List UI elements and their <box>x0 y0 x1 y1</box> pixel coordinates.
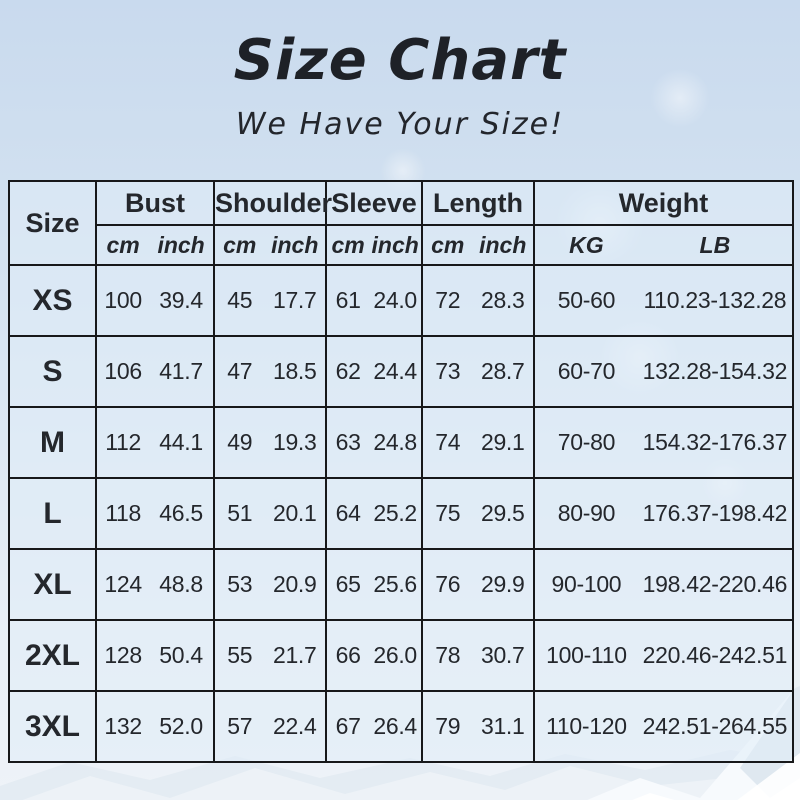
page-header: Size Chart We Have Your Size! <box>0 28 800 142</box>
column-header-size: Size <box>8 180 97 266</box>
length-cell: 74 29.1 <box>421 406 535 479</box>
sleeve-cell: 62 24.4 <box>325 335 423 408</box>
bust-cell: 128 50.4 <box>95 619 215 692</box>
unit-label-lb: LB <box>699 231 731 258</box>
table-row: S 106 41.7 47 18.5 62 24.4 73 28.7 60-70 132.… <box>8 335 794 408</box>
page-title: Size Chart <box>233 28 567 93</box>
weight-cell: 50-60 110.23-132.28 <box>533 264 794 337</box>
length-cell: 79 31.1 <box>421 690 535 763</box>
size-label: 2XL <box>8 619 97 692</box>
shoulder-cell: 51 20.1 <box>213 477 327 550</box>
weight-cell: 100-110 220.46-242.51 <box>533 619 794 692</box>
bust-cell: 112 44.1 <box>95 406 215 479</box>
unit-label-cm: cm <box>431 231 465 258</box>
unit-label-inch: inch <box>271 231 319 258</box>
weight-cell: 80-90 176.37-198.42 <box>533 477 794 550</box>
weight-cell: 60-70 132.28-154.32 <box>533 335 794 408</box>
size-label: 3XL <box>8 690 97 763</box>
column-header-length: Length <box>421 180 535 226</box>
bust-cell: 106 41.7 <box>95 335 215 408</box>
bust-cell: 118 46.5 <box>95 477 215 550</box>
unit-label-inch: inch <box>479 231 527 258</box>
unit-label-cm: cm <box>331 231 365 258</box>
weight-cell: 110-120 242.51-264.55 <box>533 690 794 763</box>
unit-label-inch: inch <box>371 231 419 258</box>
length-cell: 75 29.5 <box>421 477 535 550</box>
page-subtitle: We Have Your Size! <box>235 107 565 142</box>
unit-label-inch: inch <box>157 231 205 258</box>
length-cell: 76 29.9 <box>421 548 535 621</box>
shoulder-cell: 49 19.3 <box>213 406 327 479</box>
length-cell: 73 28.7 <box>421 335 535 408</box>
sleeve-cell: 64 25.2 <box>325 477 423 550</box>
size-chart-table: Size Bust Shoulder Sleeve Length Weight … <box>8 180 794 763</box>
table-row: XS 100 39.4 45 17.7 61 24.0 72 28.3 50-60 110… <box>8 264 794 337</box>
unit-label-cm: cm <box>106 231 140 258</box>
shoulder-cell: 45 17.7 <box>213 264 327 337</box>
bust-cell: 132 52.0 <box>95 690 215 763</box>
units-sleeve: cm inch <box>325 224 423 266</box>
sleeve-cell: 66 26.0 <box>325 619 423 692</box>
table-row: L 118 46.5 51 20.1 64 25.2 75 29.5 80-90 176.… <box>8 477 794 550</box>
unit-label-kg: KG <box>569 231 604 258</box>
table-row: M 112 44.1 49 19.3 63 24.8 74 29.1 70-80 154.… <box>8 406 794 479</box>
column-header-shoulder: Shoulder <box>213 180 332 226</box>
units-bust: cm inch <box>95 224 215 266</box>
column-header-bust: Bust <box>95 180 215 226</box>
table-row: 2XL 128 50.4 55 21.7 66 26.0 78 30.7 100-110… <box>8 619 794 692</box>
column-header-sleeve: Sleeve <box>325 180 423 226</box>
weight-cell: 70-80 154.32-176.37 <box>533 406 794 479</box>
size-label: L <box>8 477 97 550</box>
length-cell: 78 30.7 <box>421 619 535 692</box>
sleeve-cell: 67 26.4 <box>325 690 423 763</box>
table-row: XL 124 48.8 53 20.9 65 25.6 76 29.9 90-100 19… <box>8 548 794 621</box>
units-shoulder: cm inch <box>213 224 327 266</box>
sleeve-cell: 63 24.8 <box>325 406 423 479</box>
size-label: S <box>8 335 97 408</box>
size-label: XS <box>8 264 97 337</box>
sleeve-cell: 65 25.6 <box>325 548 423 621</box>
unit-label-cm: cm <box>223 231 257 258</box>
bust-cell: 124 48.8 <box>95 548 215 621</box>
shoulder-cell: 53 20.9 <box>213 548 327 621</box>
size-label: M <box>8 406 97 479</box>
table-row: 3XL 132 52.0 57 22.4 67 26.4 79 31.1 110-120… <box>8 690 794 763</box>
weight-cell: 90-100 198.42-220.46 <box>533 548 794 621</box>
column-header-weight: Weight <box>533 180 794 226</box>
shoulder-cell: 55 21.7 <box>213 619 327 692</box>
length-cell: 72 28.3 <box>421 264 535 337</box>
units-length: cm inch <box>421 224 535 266</box>
size-label: XL <box>8 548 97 621</box>
shoulder-cell: 57 22.4 <box>213 690 327 763</box>
sleeve-cell: 61 24.0 <box>325 264 423 337</box>
shoulder-cell: 47 18.5 <box>213 335 327 408</box>
units-weight: KG LB <box>533 224 794 266</box>
bust-cell: 100 39.4 <box>95 264 215 337</box>
